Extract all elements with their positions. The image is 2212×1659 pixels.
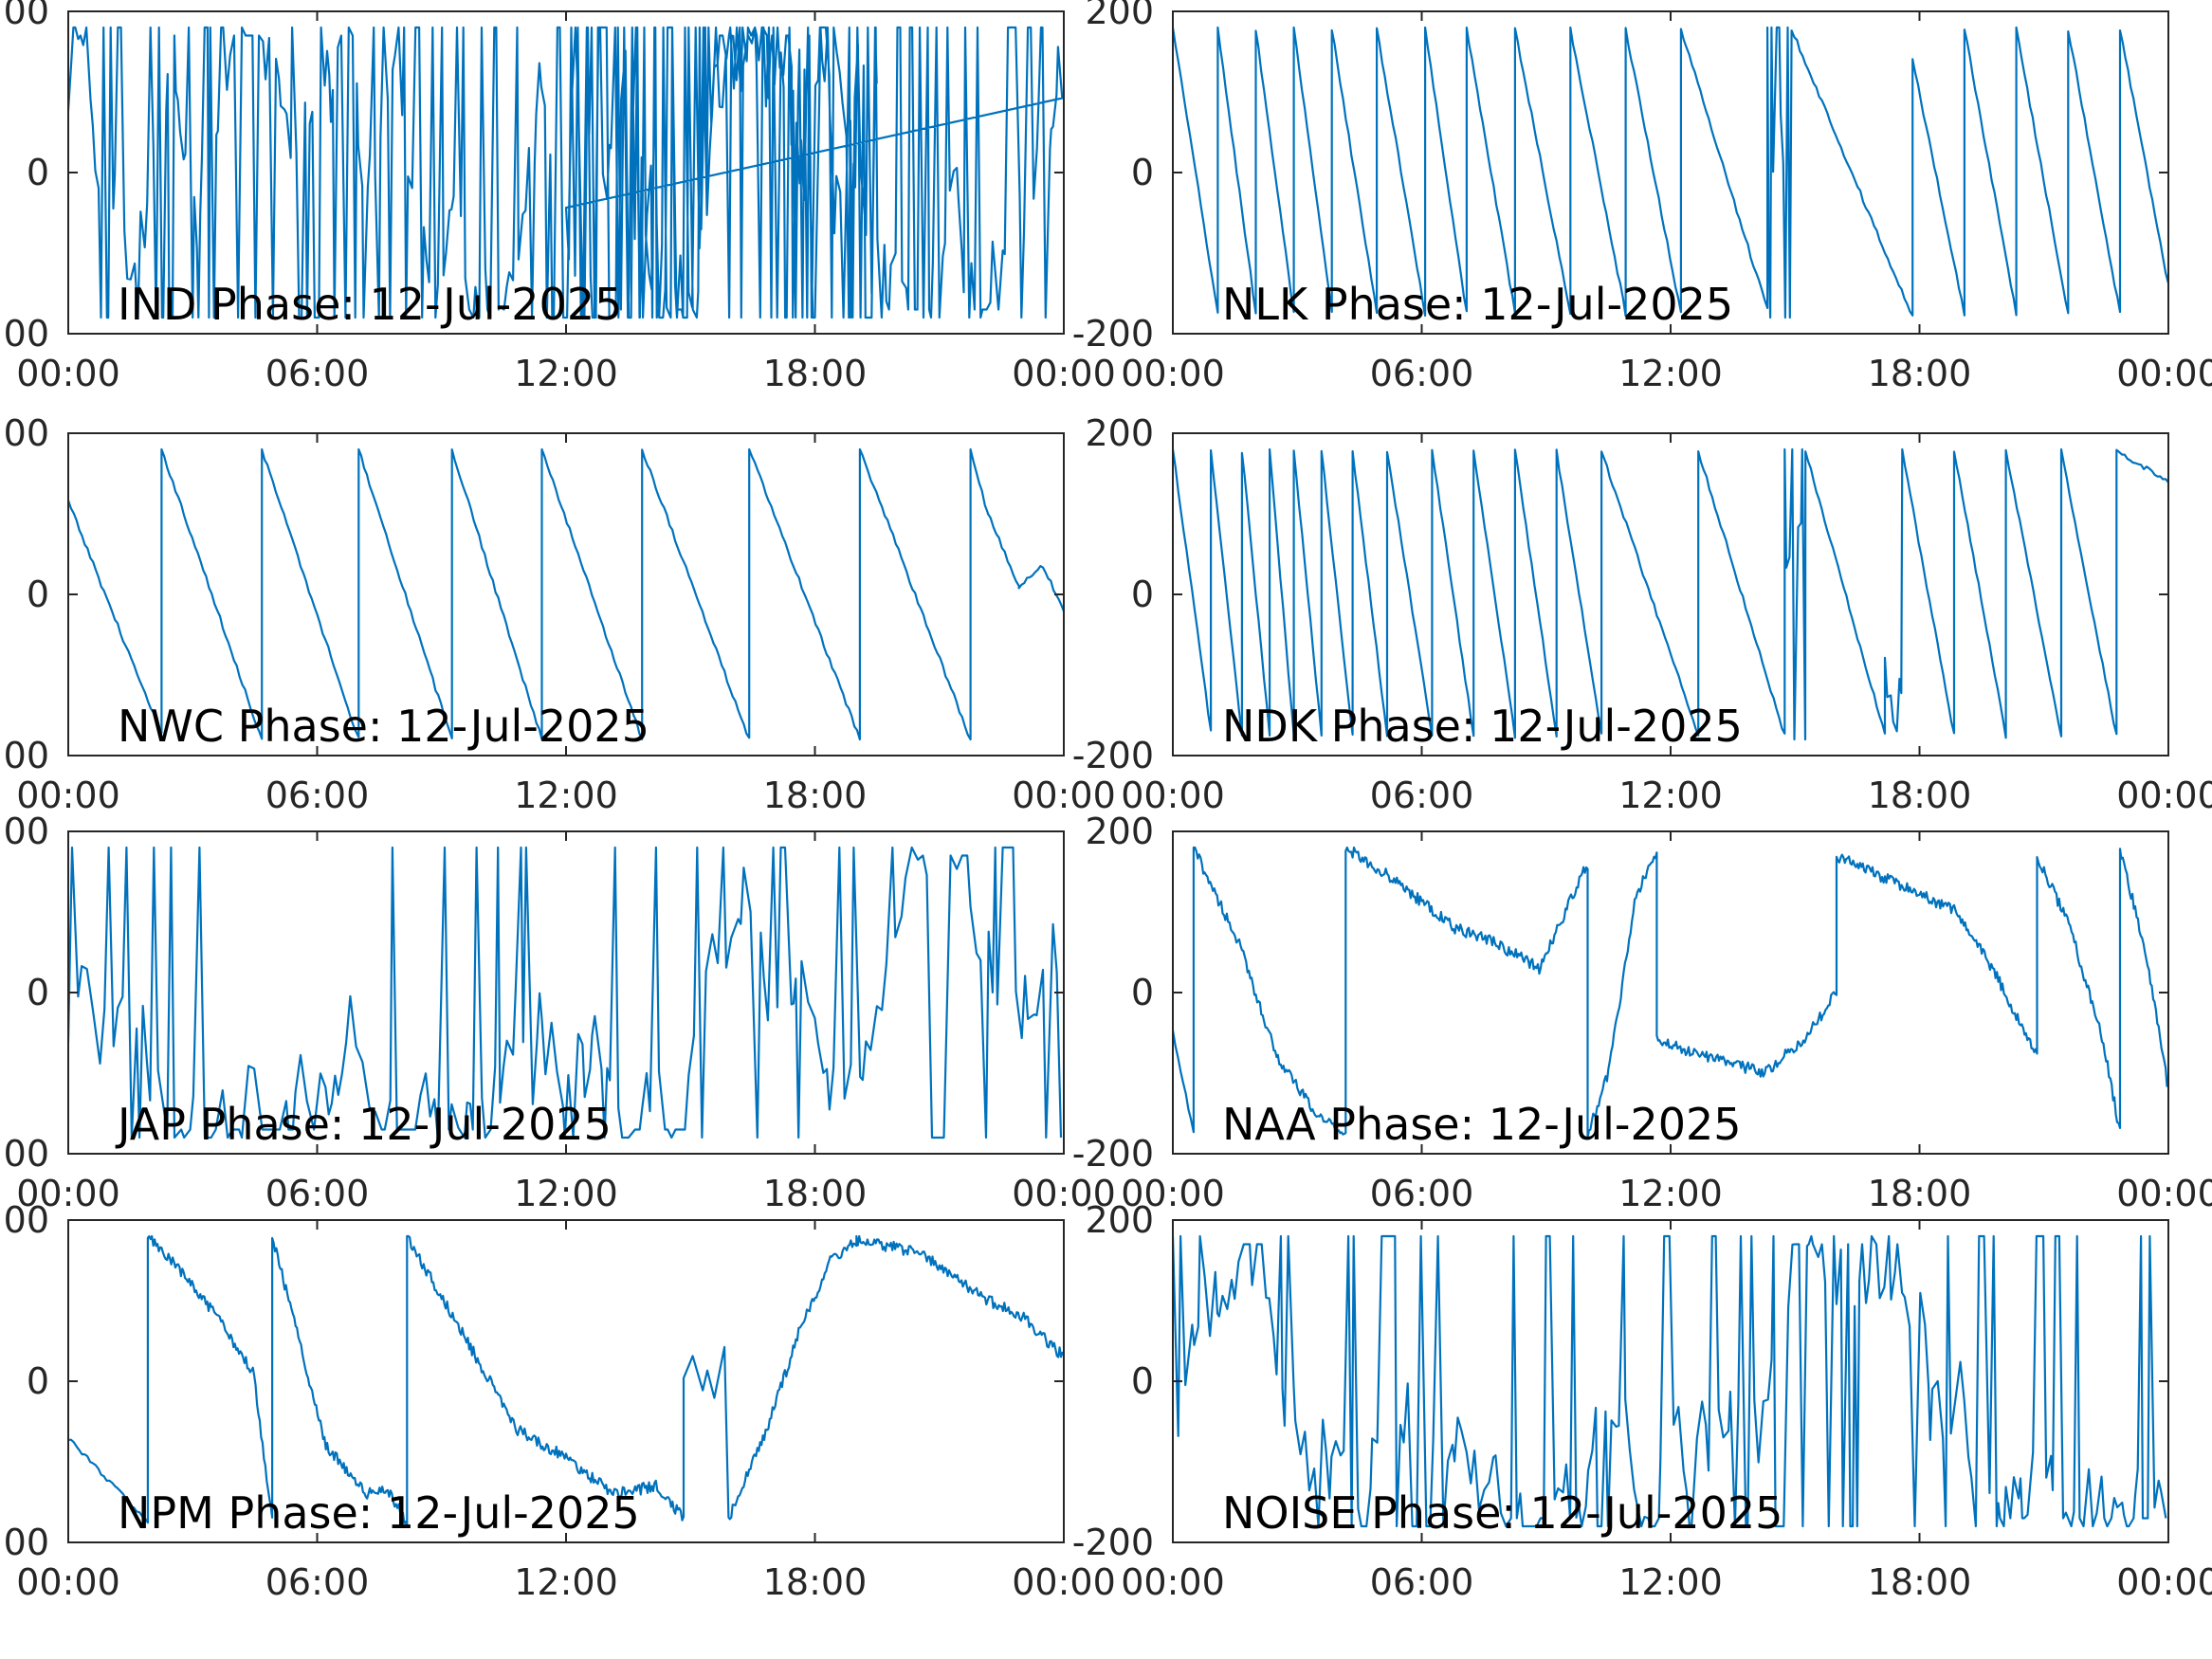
x-tick-label: 18:00: [1868, 1561, 1972, 1603]
x-tick-label: 12:00: [514, 1561, 618, 1603]
x-tick-label: 00:00: [2116, 353, 2212, 394]
x-tick-label: 18:00: [763, 353, 868, 394]
x-tick-label: 06:00: [265, 775, 370, 816]
x-tick-label: 00:00: [16, 1561, 120, 1603]
panel-title-npm: NPM Phase: 12-Jul-2025: [118, 1487, 640, 1539]
y-tick-label: 200: [1085, 811, 1154, 852]
series-line-nlk: [1173, 26, 2168, 319]
x-tick-label: 18:00: [763, 775, 868, 816]
x-tick-label: 00:00: [16, 353, 120, 394]
y-tick-label: 00: [4, 412, 49, 454]
y-tick-label: 00: [4, 313, 49, 355]
x-tick-label: 06:00: [1370, 1561, 1474, 1603]
x-tick-label: 12:00: [514, 775, 618, 816]
x-tick-label: 06:00: [1370, 1173, 1474, 1214]
y-tick-label: 0: [1131, 972, 1154, 1013]
x-tick-label: 00:00: [1121, 1173, 1225, 1214]
panel-title-naa: NAA Phase: 12-Jul-2025: [1222, 1099, 1742, 1150]
x-tick-label: 00:00: [1012, 353, 1116, 394]
x-tick-label: 00:00: [2116, 775, 2212, 816]
x-tick-label: 18:00: [763, 1173, 868, 1214]
x-tick-label: 06:00: [265, 353, 370, 394]
y-tick-label: 00: [4, 1522, 49, 1563]
x-tick-label: 06:00: [265, 1561, 370, 1603]
series-line-nwc: [68, 447, 1064, 741]
series-line-ndk: [1173, 447, 2168, 741]
y-tick-label: -200: [1072, 1133, 1154, 1175]
x-tick-label: 12:00: [514, 1173, 618, 1214]
y-tick-label: 0: [27, 574, 49, 615]
x-tick-label: 18:00: [1868, 353, 1972, 394]
y-tick-label: 00: [4, 811, 49, 852]
y-tick-label: 200: [1085, 1199, 1154, 1241]
x-tick-label: 18:00: [1868, 1173, 1972, 1214]
y-tick-label: 0: [27, 1360, 49, 1402]
y-tick-label: -200: [1072, 735, 1154, 776]
x-tick-label: 06:00: [1370, 775, 1474, 816]
y-tick-label: 200: [1085, 0, 1154, 32]
x-tick-label: 06:00: [1370, 353, 1474, 394]
x-tick-label: 00:00: [16, 775, 120, 816]
x-tick-label: 00:00: [1012, 1173, 1116, 1214]
x-tick-label: 00:00: [1121, 775, 1225, 816]
y-tick-label: 0: [27, 152, 49, 193]
y-tick-label: 00: [4, 1133, 49, 1175]
panel-title-noise: NOISE Phase: 12-Jul-2025: [1222, 1487, 1782, 1539]
series-line-noise: [1173, 1234, 2167, 1528]
series-line-naa: [1173, 846, 2168, 1139]
x-tick-label: 18:00: [763, 1561, 868, 1603]
y-tick-label: -200: [1072, 1522, 1154, 1563]
panel-title-jap: JAP Phase: 12-Jul-2025: [115, 1099, 612, 1150]
y-tick-label: -200: [1072, 313, 1154, 355]
x-tick-label: 00:00: [16, 1173, 120, 1214]
panel-title-nlk: NLK Phase: 12-Jul-2025: [1222, 279, 1733, 330]
x-tick-label: 00:00: [1012, 775, 1116, 816]
x-tick-label: 00:00: [2116, 1173, 2212, 1214]
x-tick-label: 12:00: [1618, 1173, 1723, 1214]
x-tick-label: 18:00: [1868, 775, 1972, 816]
x-tick-label: 12:00: [514, 353, 618, 394]
panel-title-ind: IND Phase: 12-Jul-2025: [118, 279, 622, 330]
panel-title-nwc: NWC Phase: 12-Jul-2025: [118, 701, 649, 752]
y-tick-label: 0: [1131, 152, 1154, 193]
series-line-ind: [68, 26, 1064, 319]
series-line-jap: [68, 846, 1063, 1139]
x-tick-label: 12:00: [1618, 775, 1723, 816]
series-line-npm: [68, 1234, 1064, 1528]
x-tick-label: 12:00: [1618, 353, 1723, 394]
y-tick-label: 00: [4, 1199, 49, 1241]
x-tick-label: 00:00: [1121, 353, 1225, 394]
y-tick-label: 0: [1131, 574, 1154, 615]
x-tick-label: 00:00: [1012, 1561, 1116, 1603]
x-tick-label: 00:00: [2116, 1561, 2212, 1603]
y-tick-label: 0: [1131, 1360, 1154, 1402]
x-tick-label: 06:00: [265, 1173, 370, 1214]
y-tick-label: 200: [1085, 412, 1154, 454]
y-tick-label: 00: [4, 735, 49, 776]
panel-title-ndk: NDK Phase: 12-Jul-2025: [1222, 701, 1743, 752]
y-tick-label: 0: [27, 972, 49, 1013]
x-tick-label: 00:00: [1121, 1561, 1225, 1603]
y-tick-label: 00: [4, 0, 49, 32]
x-tick-label: 12:00: [1618, 1561, 1723, 1603]
